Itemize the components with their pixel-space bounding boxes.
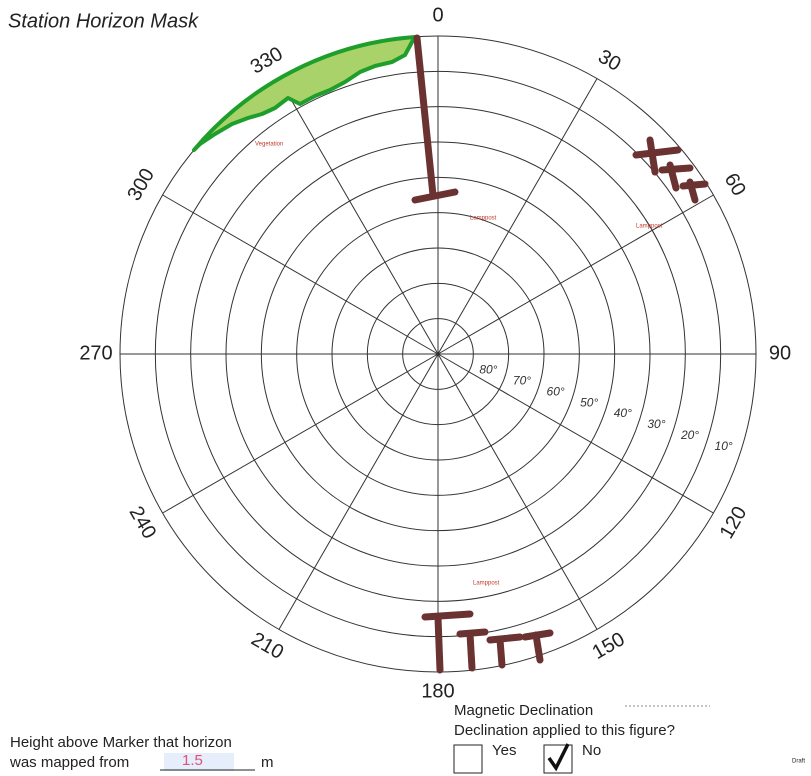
azimuth-label: 270 (79, 342, 112, 364)
obstruction-marks (411, 34, 709, 674)
declination-question: Declination applied to this figure? (454, 722, 675, 739)
radial-line (437, 194, 714, 355)
declination-label: Magnetic Declination (454, 702, 593, 719)
elevation-label: 30° (647, 417, 665, 431)
annotation: Lamppost (636, 224, 663, 230)
radial-line (278, 78, 439, 355)
annotation: Vegetation (255, 142, 283, 148)
polar-grid: 0 30 60 90 120 150 180 210 240 270 300 330 80° 70° 60°… (79, 4, 791, 702)
radial-line (437, 353, 714, 514)
elevation-label: 60° (547, 384, 565, 398)
azimuth-label: 210 (247, 628, 287, 664)
azimuth-label: 0 (432, 4, 443, 26)
elevation-label: 10° (715, 439, 733, 453)
check-mark (547, 743, 570, 772)
no-label: No (582, 742, 601, 759)
elevation-label: 70° (513, 373, 531, 387)
elevation-label: 80° (479, 363, 497, 377)
height-label: was mapped from (9, 754, 129, 771)
radial-line (278, 353, 439, 630)
height-value: 1.5 (182, 752, 203, 769)
azimuth-label: 120 (716, 503, 752, 543)
height-unit: m (261, 754, 274, 771)
azimuth-label: 300 (123, 165, 159, 205)
azimuth-label: 240 (125, 503, 161, 543)
azimuth-label: 60 (720, 170, 750, 200)
yes-checkbox[interactable] (453, 744, 483, 774)
radial-line (437, 353, 598, 630)
elevation-label: 40° (614, 406, 632, 420)
annotation: Lamppost (473, 581, 500, 587)
elevation-label: 20° (680, 428, 699, 442)
elevation-label: 50° (580, 395, 598, 409)
radial-line (162, 353, 439, 514)
azimuth-label: 150 (589, 628, 629, 664)
azimuth-label: 330 (247, 43, 287, 79)
azimuth-label: 30 (594, 46, 624, 76)
height-field[interactable] (164, 753, 234, 771)
radial-line (162, 194, 439, 355)
draft-label: Draft (792, 759, 805, 765)
height-label: Height above Marker that horizon (10, 734, 232, 751)
annotation: Lamppost (470, 216, 497, 222)
azimuth-label: 90 (769, 342, 791, 364)
title: Station Horizon Mask (8, 10, 199, 32)
azimuth-label: 180 (421, 680, 454, 702)
vegetation-area (192, 35, 417, 152)
radial-line (437, 78, 598, 355)
yes-label: Yes (492, 742, 516, 759)
